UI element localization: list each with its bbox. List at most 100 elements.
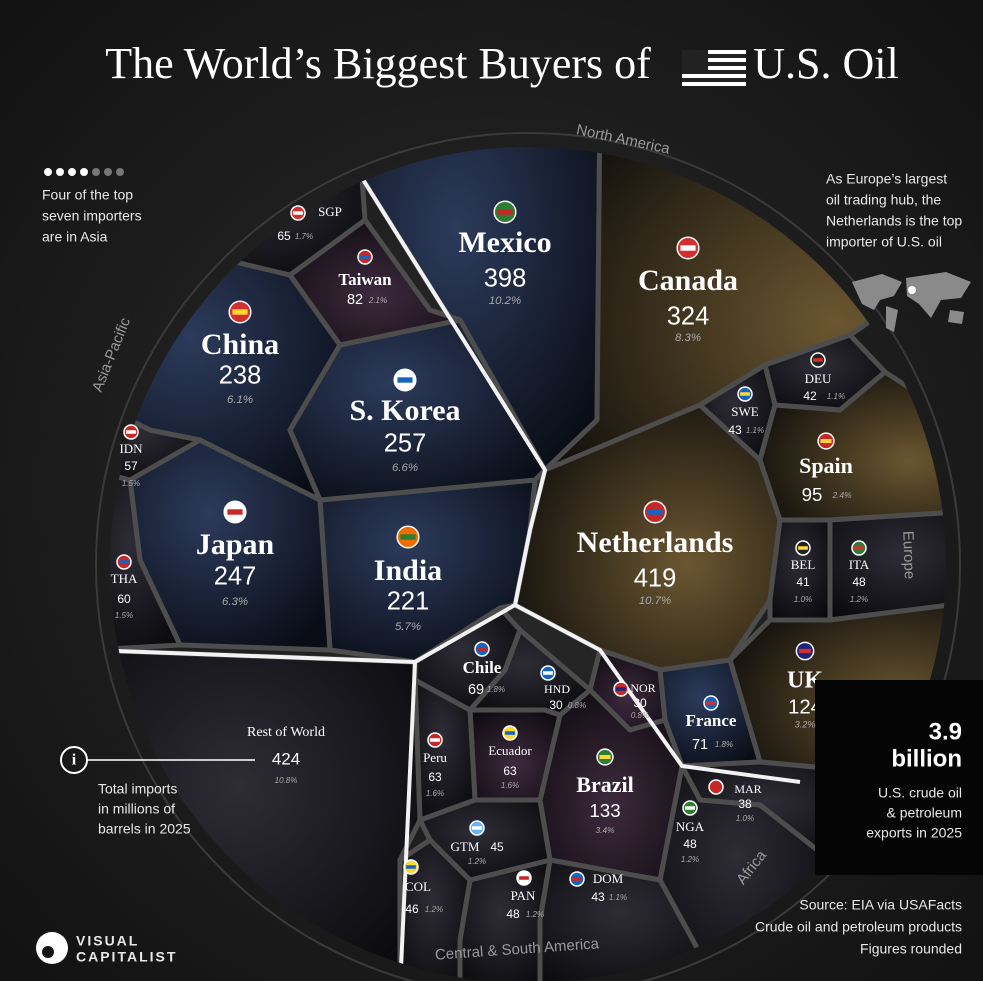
share-label: 1.0% [794,595,812,604]
flag-band [711,785,721,789]
share-label: 10.2% [489,295,521,307]
share-label: 1.6% [426,789,444,798]
flag-band [497,209,513,215]
country-name: Spain [799,453,853,478]
flag-band [227,509,243,515]
share-label: 1.2% [526,910,544,919]
share-label: 1.0% [736,814,754,823]
total-note: U.S. crude oil [878,785,962,801]
netherlands-note: As Europe’s largest [826,171,947,187]
value-label: 124 [788,696,822,718]
value-label: 48 [852,575,866,589]
flag-band [406,865,416,869]
region-label: Europe [899,531,918,580]
dots [44,168,124,176]
share-label: 0.8% [631,711,649,720]
flag-band [740,392,750,396]
share-label: 0.8% [568,701,586,710]
netherlands-note: importer of U.S. oil [826,234,942,250]
share-label: 6.6% [392,462,418,474]
country-name: Rest of World [247,725,325,740]
country-name: Mexico [458,226,551,259]
share-label: 10.8% [275,776,298,785]
value-label: 238 [219,362,262,390]
share-label: 1.1% [827,392,845,401]
share-label: 1.8% [487,685,505,694]
flag-band [599,755,611,759]
share-label: 1.5% [122,479,140,488]
country-name: Peru [423,750,447,765]
region-divider [110,648,416,664]
country-name: GTM [451,839,480,854]
total-value: 3.9 [929,718,962,745]
value-label: 71 [692,737,708,753]
flag-band [572,877,582,881]
cells [110,147,946,981]
source-line: Source: EIA via USAFacts [799,897,962,913]
value-label: 221 [387,588,430,616]
value-label: 41 [796,575,810,589]
flag-band [519,876,529,880]
value-label: 65 [277,229,291,243]
share-label: 6.1% [227,394,253,406]
asia-note: are in Asia [42,229,108,245]
map-icon [852,272,971,332]
flag-band [119,560,129,564]
value-label: 424 [272,749,300,768]
flag-band [505,731,515,735]
country-name: NGA [676,819,705,834]
share-label: 1.2% [468,857,486,866]
asia-note: Four of the top [42,187,133,203]
flag-band [813,358,823,362]
share-label: 3.4% [595,825,615,835]
country-name: S. Korea [349,394,460,427]
share-label: 1.2% [425,905,443,914]
share-label: 5.7% [395,621,421,633]
value-label: 43 [728,423,742,437]
share-label: 10.7% [639,595,671,607]
value-label: 48 [506,907,520,921]
flag-band [680,245,696,251]
country-name: THA [111,571,138,586]
value-label: 43 [591,890,605,904]
country-name: France [686,711,737,730]
value-label: 38 [738,797,752,811]
flag-band [543,671,553,675]
country-name: Brazil [576,772,633,797]
country-name: Taiwan [338,270,392,289]
cell [827,507,946,623]
asia-note: seven importers [42,208,142,224]
flag-band [685,806,695,810]
share-label: 1.1% [746,426,764,435]
total-note: & petroleum [887,805,962,821]
flag-band [616,687,626,691]
outer-ring [95,132,961,981]
title: The World’s Biggest Buyers of [105,39,651,88]
value-label: 57 [124,459,138,473]
brand: CAPITALIST [76,949,177,965]
share-label: 8.3% [675,332,701,344]
flag-band [798,648,812,654]
value-label: 95 [802,484,823,505]
country-name: NOR [630,681,655,695]
legend-note: barrels in 2025 [98,821,191,837]
flag-band [647,509,663,515]
country-name: MAR [734,782,761,796]
total-box [815,680,983,875]
cell [317,477,538,665]
flag-band [360,255,370,259]
country-name: Netherlands [577,526,734,559]
country-name: India [374,554,442,587]
flag-band [820,439,832,443]
share-label: 1.1% [609,893,627,902]
share-label: 2.1% [368,296,387,305]
source-line: Crude oil and petroleum products [755,919,962,935]
share-label: 1.2% [850,595,868,604]
share-label: 1.5% [115,611,133,620]
region-divider [514,603,801,784]
flag-band [400,534,416,540]
value-label: 247 [214,563,257,591]
value-label: 398 [484,265,527,293]
